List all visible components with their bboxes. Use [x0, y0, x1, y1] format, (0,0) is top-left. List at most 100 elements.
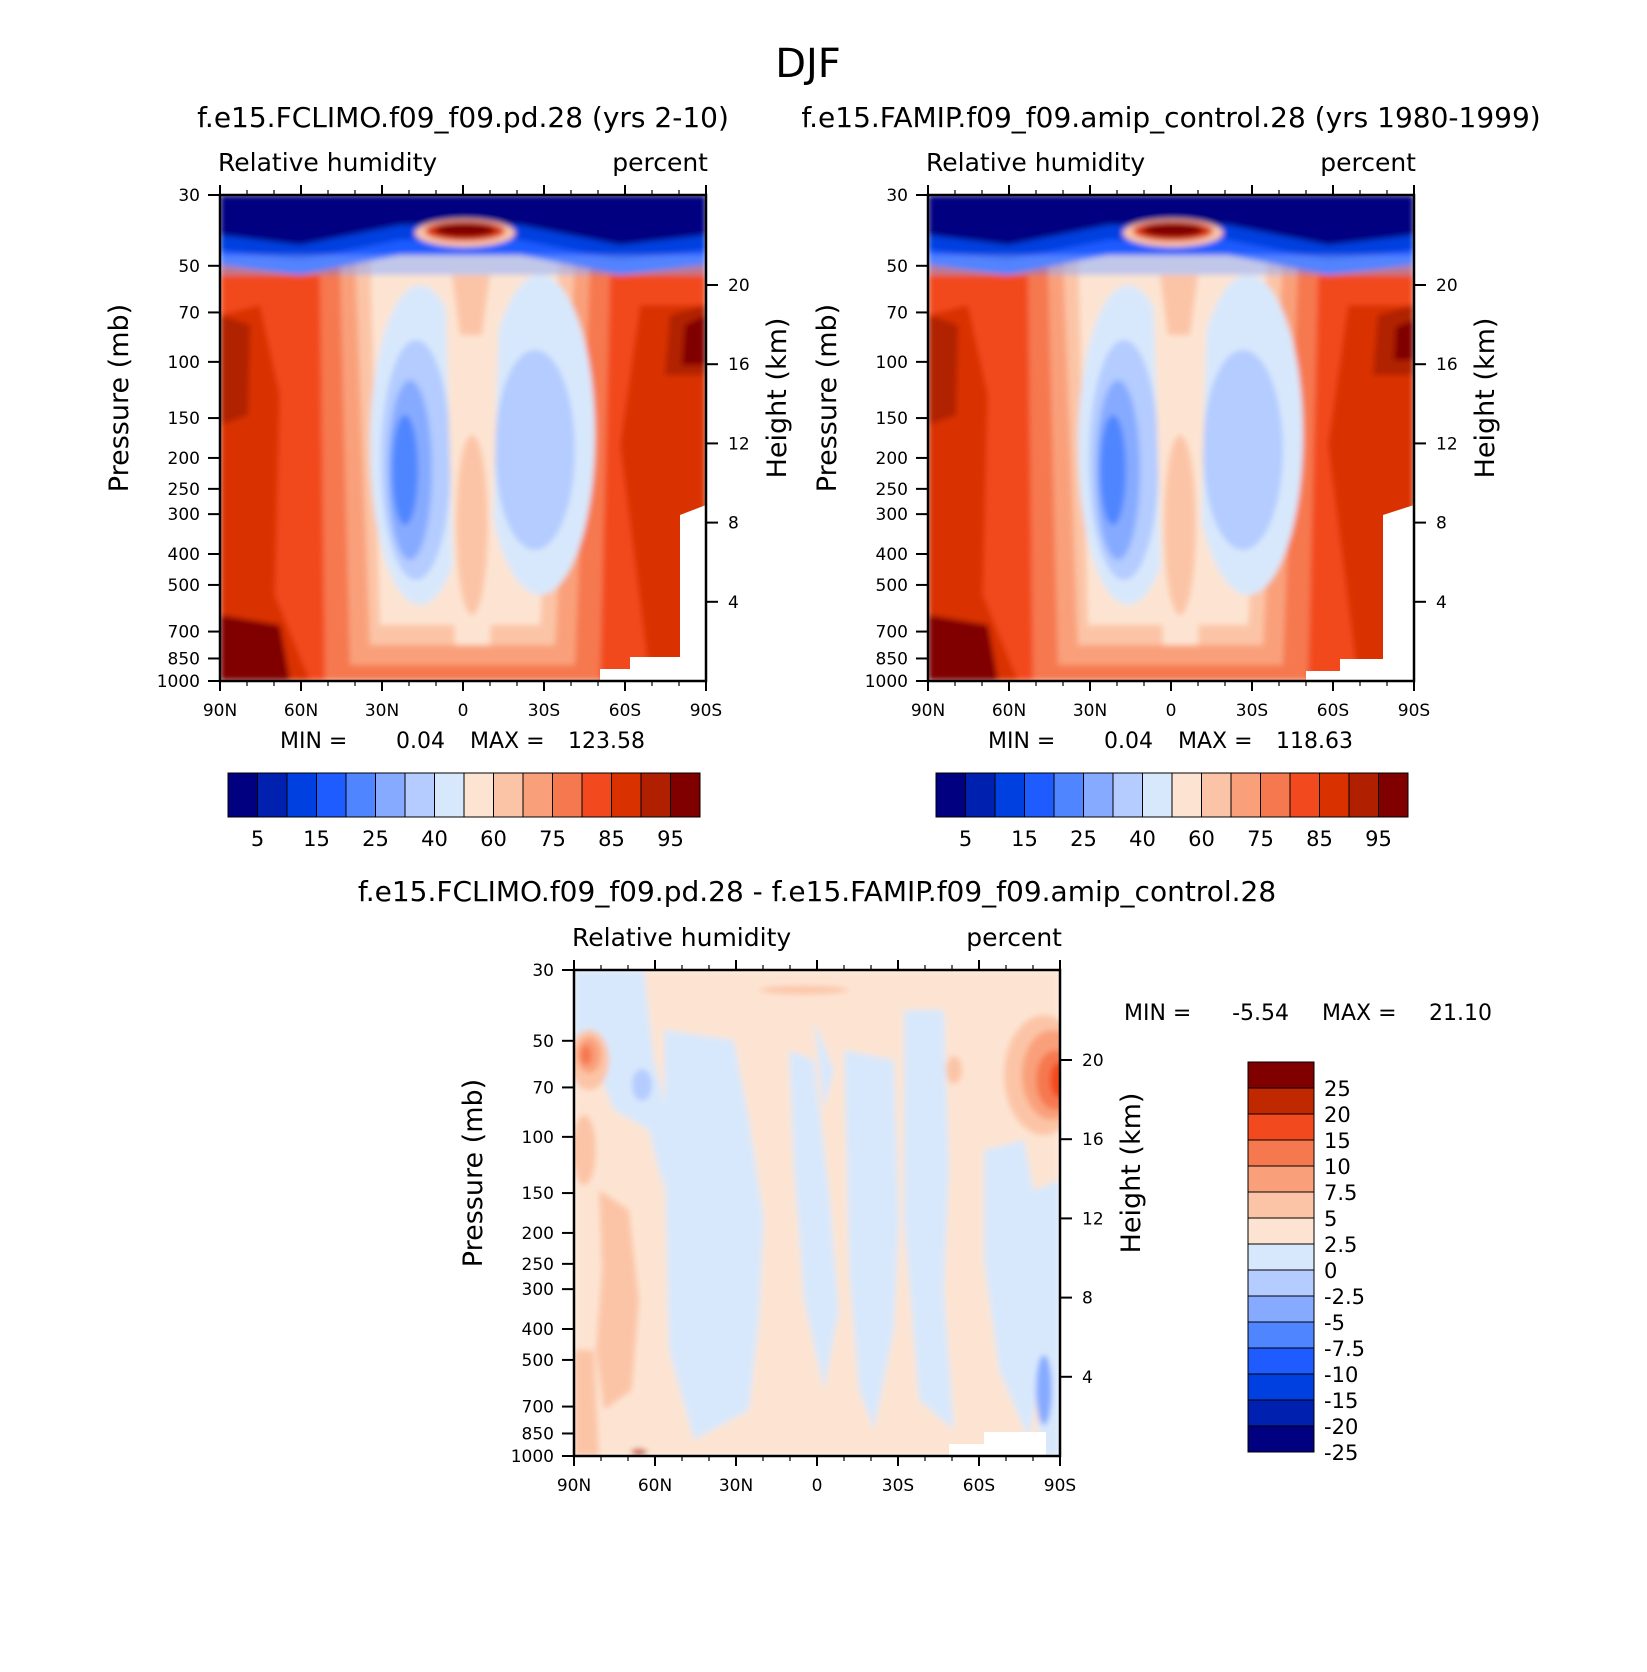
figure-title: DJF [775, 41, 841, 87]
colorbar-box [1201, 772, 1232, 818]
colorbar-box [1247, 1191, 1315, 1219]
colorbar-label: 20 [1324, 1103, 1351, 1127]
variable-label: Relative humidity [926, 148, 1145, 177]
colorbar-box [316, 772, 347, 818]
colorbar-label: 40 [421, 827, 448, 851]
y-tick-label: 70 [178, 303, 200, 323]
colorbar-box [286, 772, 317, 818]
colorbar-label: -25 [1324, 1441, 1358, 1465]
colorbar-box [1319, 772, 1350, 818]
colorbar-label: 25 [1324, 1077, 1351, 1101]
colorbar-label: -5 [1324, 1311, 1345, 1335]
variable-label: Relative humidity [572, 923, 791, 952]
panel-1: f.e15.FCLIMO.f09_f09.pd.28 (yrs 2-10) Re… [104, 101, 793, 851]
y-tick-label: 700 [522, 1398, 554, 1418]
y2-tick-label: 12 [728, 434, 750, 454]
y2-axis-label: Height (km) [762, 318, 793, 479]
colorbar-box [1247, 1295, 1315, 1323]
panel-difference: f.e15.FCLIMO.f09_f09.pd.28 - f.e15.FAMIP… [358, 875, 1492, 1496]
y2-tick-label: 8 [728, 514, 739, 534]
x-tick-label: 30S [882, 1476, 914, 1496]
y-tick-label: 50 [886, 257, 908, 277]
y-tick-label: 30 [178, 186, 200, 206]
colorbar-label: -20 [1324, 1415, 1358, 1439]
panel-2: f.e15.FAMIP.f09_f09.amip_control.28 (yrs… [801, 101, 1540, 851]
colorbar: 5 15 25 40 60 75 85 95 [935, 772, 1409, 851]
x-tick-label: 90S [1044, 1476, 1076, 1496]
colorbar-box [611, 772, 642, 818]
colorbar-label: 75 [1247, 827, 1274, 851]
x-tick-label: 30N [365, 701, 399, 721]
y-tick-label: 850 [168, 649, 200, 669]
y-tick-label: 300 [876, 505, 908, 525]
axes: 90N 60N 30N 0 30S 60S 90S 30 50 70 100 150 200 250 300… [104, 185, 793, 721]
max-value: 123.58 [568, 729, 645, 754]
colorbar-box [1247, 1243, 1315, 1271]
y-tick-label: 200 [876, 449, 908, 469]
y-tick-label: 200 [522, 1224, 554, 1244]
x-tick-label: 90S [690, 701, 722, 721]
colorbar-label: 25 [1070, 827, 1097, 851]
y-tick-label: 150 [168, 409, 200, 429]
colorbar-box [434, 772, 465, 818]
colorbar-label: 15 [1011, 827, 1038, 851]
y-tick-label: 500 [168, 576, 200, 596]
colorbar-box [1378, 772, 1409, 818]
y-tick-label: 250 [876, 480, 908, 500]
colorbar-box [1142, 772, 1173, 818]
y-tick-label: 100 [522, 1128, 554, 1148]
x-tick-label: 90S [1398, 701, 1430, 721]
colorbar-label: 60 [1188, 827, 1215, 851]
colorbar-box [1247, 1321, 1315, 1349]
y2-tick-label: 12 [1082, 1209, 1104, 1229]
y2-tick-label: 4 [1436, 593, 1447, 613]
y-tick-label: 70 [886, 303, 908, 323]
colorbar-box [404, 772, 435, 818]
colorbar: 5 15 25 40 60 75 85 95 [227, 772, 701, 851]
colorbar-box [1260, 772, 1291, 818]
panel-title: f.e15.FCLIMO.f09_f09.pd.28 (yrs 2-10) [197, 101, 729, 134]
colorbar-label: 85 [1306, 827, 1333, 851]
y-tick-label: 500 [876, 576, 908, 596]
colorbar-label: 25 [362, 827, 389, 851]
colorbar-box [345, 772, 376, 818]
colorbar-box [1247, 1269, 1315, 1297]
x-tick-label: 0 [1166, 701, 1177, 721]
colorbar-label: 15 [303, 827, 330, 851]
min-value: -5.54 [1232, 1001, 1289, 1026]
colorbar-box [1247, 1399, 1315, 1427]
y-tick-label: 30 [532, 961, 554, 981]
max-label: MAX = [1178, 729, 1253, 754]
colorbar-box [670, 772, 701, 818]
y2-tick-label: 12 [1436, 434, 1458, 454]
colorbar-label: 95 [657, 827, 684, 851]
colorbar-label: -15 [1324, 1389, 1358, 1413]
colorbar-label: 60 [480, 827, 507, 851]
y2-tick-label: 20 [1436, 276, 1458, 296]
y-tick-label: 100 [168, 353, 200, 373]
units-label: percent [612, 148, 708, 177]
colorbar-box [640, 772, 671, 818]
colorbar-label: 0 [1324, 1259, 1337, 1283]
colorbar-box [257, 772, 288, 818]
min-label: MIN = [280, 729, 347, 754]
colorbar-label: 5 [1324, 1207, 1337, 1231]
x-tick-label: 30N [1073, 701, 1107, 721]
x-tick-label: 90N [557, 1476, 591, 1496]
y2-tick-label: 8 [1082, 1289, 1093, 1309]
x-tick-label: 60S [609, 701, 641, 721]
colorbar-label: -7.5 [1324, 1337, 1365, 1361]
colorbar-box [1230, 772, 1261, 818]
y-tick-label: 400 [876, 545, 908, 565]
colorbar-box [1171, 772, 1202, 818]
colorbar-box [493, 772, 524, 818]
axes: 90N 60N 30N 0 30S 60S 90S 30 50 70 100 150 200 250 300… [812, 185, 1501, 721]
variable-label: Relative humidity [218, 148, 437, 177]
panel-title: f.e15.FCLIMO.f09_f09.pd.28 - f.e15.FAMIP… [358, 875, 1276, 908]
colorbar-label: 5 [959, 827, 972, 851]
y-tick-label: 250 [168, 480, 200, 500]
colorbar-label: 7.5 [1324, 1181, 1357, 1205]
y-tick-label: 30 [886, 186, 908, 206]
